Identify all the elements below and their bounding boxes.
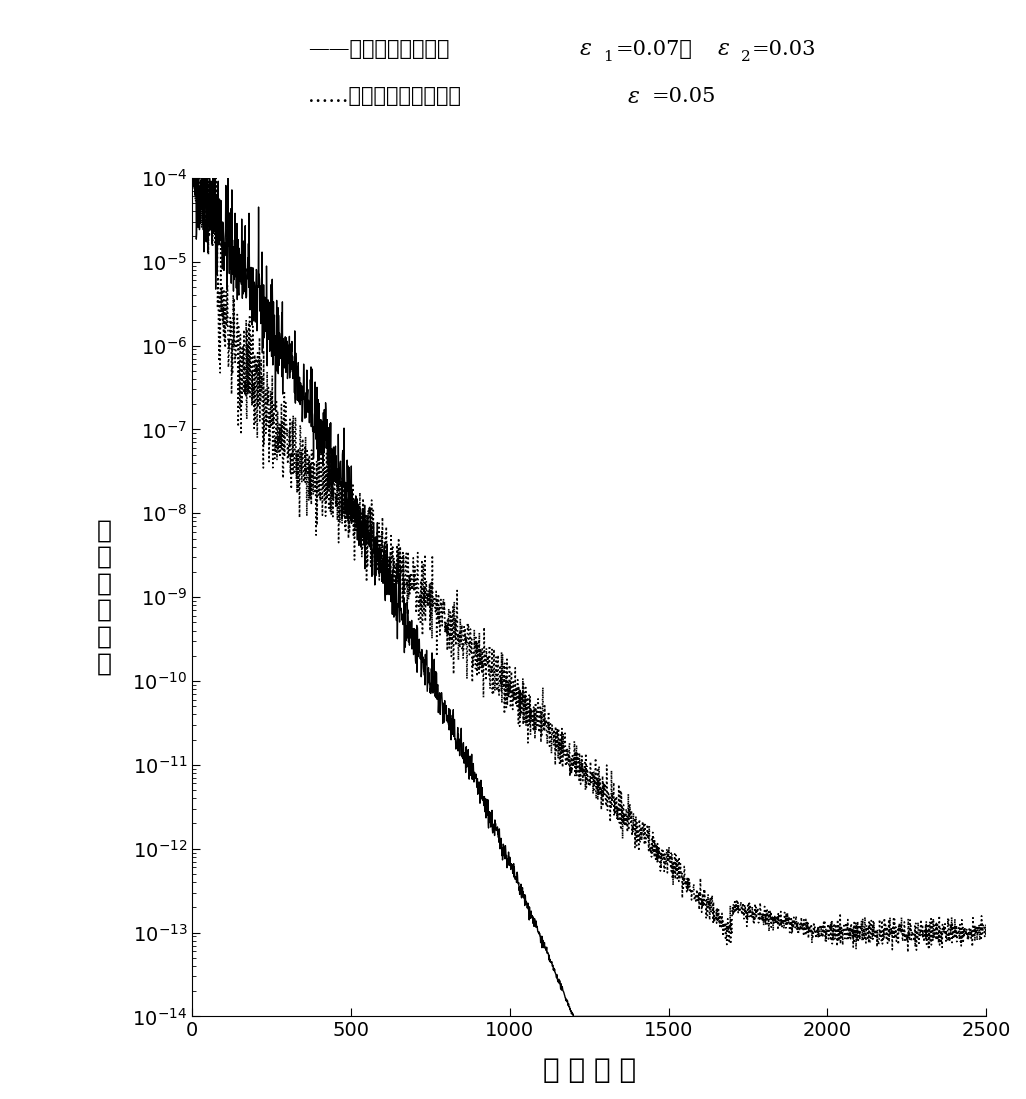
Text: ε: ε	[718, 38, 738, 60]
Text: ε: ε	[628, 86, 640, 108]
Text: =0.05: =0.05	[652, 87, 716, 107]
Text: ......原始的涡量限制法，: ......原始的涡量限制法，	[308, 87, 461, 107]
Text: =0.03: =0.03	[752, 40, 817, 59]
Text: ε: ε	[580, 38, 599, 60]
Y-axis label: 残
差
均
方
根
値: 残 差 均 方 根 値	[97, 519, 112, 675]
Text: 2: 2	[741, 51, 751, 64]
X-axis label: 迭 代 次 数: 迭 代 次 数	[543, 1057, 636, 1084]
Text: 1: 1	[603, 51, 614, 64]
Text: =0.07，: =0.07，	[616, 40, 693, 59]
Text: ——异向涡量限制法，: ——异向涡量限制法，	[308, 40, 449, 59]
